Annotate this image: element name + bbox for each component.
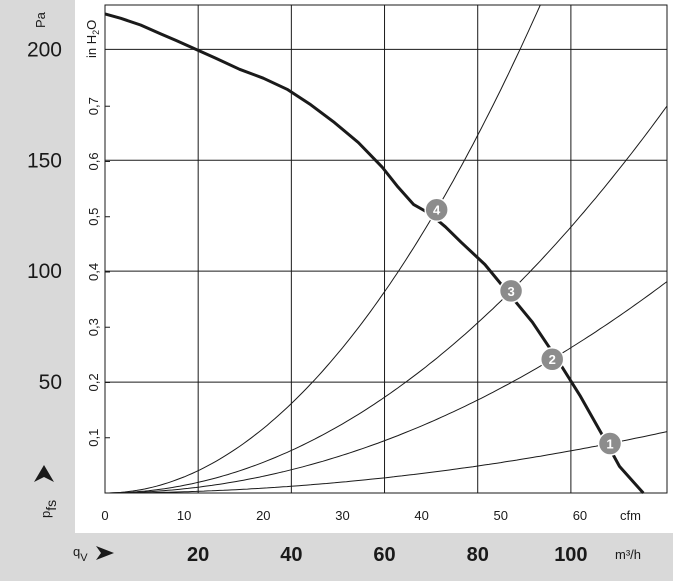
inh2o-tick-3: 0,4: [86, 263, 101, 281]
operating-point-label-3: 3: [507, 284, 514, 299]
plot-area: [104, 4, 668, 494]
operating-point-markers: 1 2 3 4: [424, 197, 623, 456]
fan-curve: [104, 12, 645, 495]
pa-tick-100: 100: [27, 260, 62, 283]
operating-point-label-2: 2: [549, 352, 556, 367]
cfm-tick-0: 0: [101, 508, 108, 523]
flow-tick-80: 80: [467, 544, 489, 566]
cfm-tick-10: 10: [177, 508, 191, 523]
operating-point-label-1: 1: [606, 437, 613, 452]
system-curve-4: [105, 4, 541, 494]
cfm-tick-60: 60: [573, 508, 587, 523]
cfm-tick-40: 40: [414, 508, 428, 523]
curves: [104, 4, 668, 495]
qv-axis-label: qV: [73, 544, 88, 564]
flow-tick-60: 60: [373, 544, 395, 566]
bottom-axis-panel: [0, 533, 673, 581]
system-curve-1: [105, 431, 668, 494]
grid-lines: [105, 5, 667, 493]
pfs-arrow-icon: [34, 465, 54, 482]
inh2o-tick-2: 0,3: [86, 318, 101, 336]
operating-point-2: [539, 346, 565, 372]
cfm-unit-label: cfm: [620, 508, 641, 523]
flow-tick-20: 20: [187, 544, 209, 566]
cfm-tick-50: 50: [494, 508, 508, 523]
flow-tick-40: 40: [280, 544, 302, 566]
operating-point-3: [498, 278, 524, 304]
flow-unit-label: m³/h: [615, 547, 641, 562]
pa-tick-200: 200: [27, 38, 62, 61]
pfs-axis-label: pfs: [38, 500, 59, 518]
operating-point-label-4: 4: [433, 203, 441, 218]
operating-point-4: [424, 197, 449, 222]
pa-tick-150: 150: [27, 149, 62, 172]
system-curve-2: [105, 281, 668, 494]
left-axis-panel: [0, 0, 75, 533]
cfm-tick-20: 20: [256, 508, 270, 523]
inh2o-tick-1: 0,2: [86, 373, 101, 391]
pa-tick-50: 50: [39, 371, 62, 394]
system-curve-3: [105, 105, 668, 494]
inh2o-tick-4: 0,5: [86, 208, 101, 226]
inh2o-tick-0: 0,1: [86, 429, 101, 447]
cfm-tick-30: 30: [335, 508, 349, 523]
pa-unit-label: Pa: [33, 11, 48, 28]
inh2o-unit-label: in H2O: [84, 20, 101, 58]
flow-tick-100: 100: [554, 544, 587, 566]
qv-arrow-icon: [96, 546, 114, 560]
operating-point-1: [597, 431, 623, 456]
inh2o-tick-5: 0,6: [86, 152, 101, 170]
inh2o-tick-6: 0,7: [86, 97, 101, 115]
